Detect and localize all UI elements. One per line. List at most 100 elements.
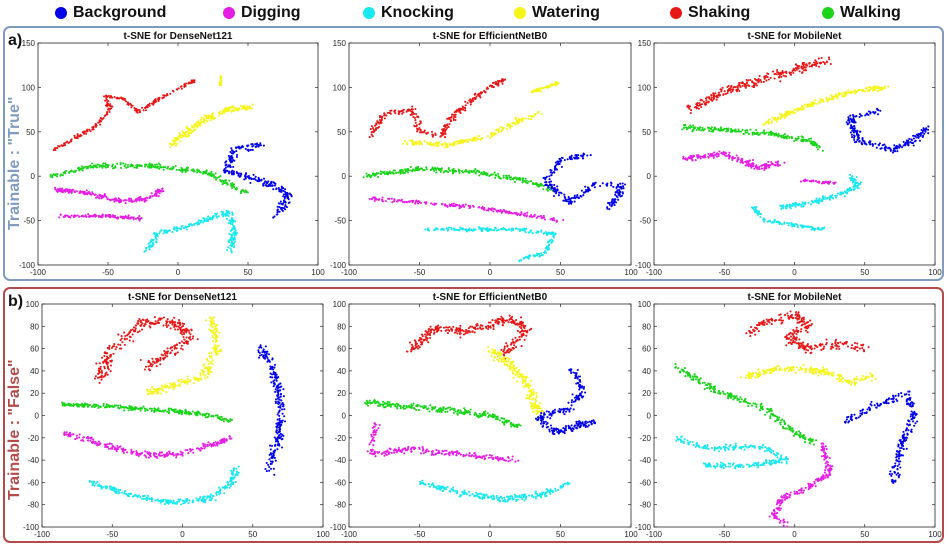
scatter-point <box>186 382 189 385</box>
scatter-point <box>160 166 163 169</box>
scatter-point <box>829 62 832 66</box>
scatter-point <box>229 238 232 241</box>
scatter-point <box>768 131 771 134</box>
scatter-point <box>757 133 760 136</box>
scatter-point <box>765 79 768 82</box>
scatter-point <box>155 322 158 325</box>
scatter-point <box>777 160 780 163</box>
scatter-point <box>557 163 560 166</box>
scatter-point <box>505 228 509 232</box>
scatter-point <box>102 117 105 120</box>
scatter-point <box>832 181 835 184</box>
scatter-point <box>176 328 179 331</box>
scatter-point <box>182 335 185 339</box>
scatter-point <box>385 173 389 176</box>
scatter-point <box>446 205 449 208</box>
y-tick-label: 40 <box>30 367 39 376</box>
scatter-point <box>125 337 128 340</box>
scatter-point <box>715 95 719 98</box>
scatter-point <box>74 214 77 217</box>
scatter-point <box>166 352 169 355</box>
scatter-point <box>280 185 283 188</box>
scatter-point <box>81 165 84 168</box>
scatter-point <box>606 206 609 209</box>
scatter-point <box>857 89 860 92</box>
scatter-point <box>573 194 576 197</box>
scatter-point <box>87 213 90 216</box>
scatter-point <box>876 113 880 116</box>
scatter-point <box>212 215 215 218</box>
scatter-point <box>272 188 275 191</box>
scatter-point <box>153 316 156 319</box>
scatter-point <box>780 207 783 210</box>
scatter-point <box>173 137 176 140</box>
scatter-point <box>150 239 153 242</box>
scatter-point <box>209 361 212 364</box>
scatter-point <box>396 200 399 203</box>
scatter-point <box>132 200 135 203</box>
scatter-point <box>783 221 786 224</box>
scatter-point <box>92 215 95 218</box>
scatter-point <box>200 116 203 119</box>
scatter-point <box>224 164 227 167</box>
scatter-point <box>225 160 228 163</box>
scatter-point <box>101 164 104 167</box>
scatter-point <box>132 218 135 221</box>
scatter-point <box>163 352 166 355</box>
scatter-point <box>98 197 101 200</box>
scatter-point <box>549 218 552 221</box>
y-tick-label: -100 <box>19 261 36 270</box>
scatter-point <box>193 123 196 126</box>
scatter-point <box>498 176 501 179</box>
scatter-point <box>902 140 905 143</box>
scatter-point <box>508 123 511 126</box>
scatter-point <box>700 103 704 106</box>
scatter-point <box>197 169 200 173</box>
scatter-point <box>562 218 565 221</box>
scatter-point <box>217 215 220 218</box>
scatter-point <box>63 142 66 145</box>
scatter-point <box>385 114 388 117</box>
scatter-point <box>198 222 201 225</box>
scatter-point <box>550 187 553 190</box>
scatter-point <box>186 380 190 383</box>
scatter-point <box>127 332 130 335</box>
y-tick-label: 0 <box>342 172 347 181</box>
y-tick-label: 0 <box>647 172 652 181</box>
scatter-point <box>471 204 475 207</box>
scatter-point <box>553 165 557 168</box>
scatter-point <box>166 347 169 350</box>
scatter-point <box>757 78 760 81</box>
scatter-point <box>387 197 390 200</box>
scatter-point <box>130 106 133 109</box>
scatter-point <box>556 189 559 192</box>
scatter-point <box>147 365 150 368</box>
scatter-point <box>102 360 105 363</box>
scatter-point <box>203 219 206 223</box>
scatter-point <box>414 119 417 122</box>
scatter-point <box>197 124 200 127</box>
scatter-point <box>235 155 239 159</box>
scatter-point <box>715 98 718 101</box>
y-tick-label: -80 <box>27 501 39 510</box>
scatter-point <box>170 167 173 170</box>
scatter-point <box>791 110 795 113</box>
scatter-point <box>465 170 468 173</box>
scatter-point <box>211 325 214 329</box>
scatter-point <box>403 140 407 143</box>
scatter-point <box>82 192 85 195</box>
scatter-point <box>927 125 930 128</box>
scatter-point <box>694 105 698 108</box>
scatter-point <box>267 184 270 187</box>
scatter-point <box>159 359 162 362</box>
scatter-point <box>76 135 79 138</box>
scatter-point <box>474 172 477 175</box>
scatter-point <box>105 355 109 358</box>
scatter-point <box>856 184 860 187</box>
scatter-point <box>710 94 713 97</box>
scatter-point <box>848 91 851 94</box>
scatter-point <box>158 232 161 235</box>
scatter-point <box>555 219 558 222</box>
scatter-point <box>411 170 414 173</box>
scatter-point <box>380 119 383 122</box>
